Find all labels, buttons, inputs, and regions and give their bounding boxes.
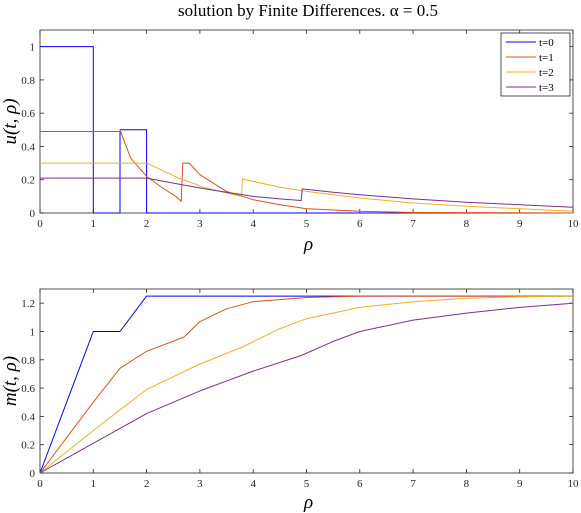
top-panel-u: 0 1 2 3 4 5 6 7 8 9 10 0 0.2 0.4 0.6 0.8 1 ρ u(t, ρ) t=0 t=1… (0, 29, 580, 255)
y-tick-label: 0.4 (21, 411, 35, 423)
x-tick-label: 9 (517, 478, 523, 490)
y-tick-label: 0 (30, 208, 36, 220)
x-tick-label: 3 (197, 218, 203, 230)
bottom-panel-m: 0 1 2 3 4 5 6 7 8 9 10 0 0.2 0.4 0.6 0.8 1 1.2 ρ m(t, ρ) (0, 288, 580, 513)
series-line-t-1 (39, 295, 573, 474)
y-axis-label: m(t, ρ) (0, 356, 21, 406)
y-tick-label: 0.6 (21, 108, 35, 120)
x-tick-label: 8 (464, 478, 470, 490)
series-line-t-2 (39, 295, 574, 474)
axes-box (39, 288, 574, 474)
x-tick-label: 0 (37, 218, 43, 230)
legend-label: t=3 (539, 82, 554, 94)
series-line-t-0 (40, 46, 573, 214)
legend-box (500, 32, 571, 97)
x-tick-label: 5 (304, 478, 310, 490)
x-tick-label: 1 (91, 478, 97, 490)
x-tick-label: 5 (304, 218, 310, 230)
series-line-t-3 (39, 302, 574, 474)
series-line-t-2 (40, 162, 574, 212)
legend-label: t=1 (539, 52, 554, 64)
legend-label: t=0 (539, 37, 554, 49)
series-line-t-0 (39, 295, 573, 474)
x-tick-label: 6 (357, 218, 363, 230)
x-axis-label: ρ (303, 234, 313, 255)
x-tick-label: 0 (37, 478, 43, 490)
y-tick-label: 0.8 (21, 355, 35, 367)
y-tick-label: 0.6 (21, 383, 35, 395)
x-tick-label: 6 (357, 478, 363, 490)
x-tick-label: 7 (410, 218, 416, 230)
x-tick-label: 4 (250, 218, 256, 230)
x-tick-label: 7 (410, 478, 416, 490)
series-line-t-1 (40, 129, 574, 214)
x-tick-label: 9 (517, 218, 523, 230)
x-tick-label: 8 (464, 218, 470, 230)
y-tick-label: 0.2 (21, 440, 35, 452)
x-tick-label: 2 (144, 478, 150, 490)
axes-box (39, 29, 574, 214)
y-tick-label: 0 (30, 468, 36, 480)
x-tick-label: 3 (197, 478, 203, 490)
y-tick-label: 1 (30, 326, 36, 338)
x-tick-label: 4 (250, 478, 256, 490)
x-tick-label: 10 (568, 218, 580, 230)
x-axis-label: ρ (303, 492, 313, 513)
figure-title: solution by Finite Differences. α = 0.5 (178, 1, 438, 20)
y-axis-label: u(t, ρ) (0, 98, 21, 144)
x-tick-label: 10 (568, 478, 580, 490)
x-tick-label: 2 (144, 218, 150, 230)
y-tick-label: 0.4 (21, 141, 35, 153)
y-tick-label: 1.2 (21, 298, 35, 310)
y-tick-label: 0.8 (21, 75, 35, 87)
x-tick-label: 1 (91, 218, 97, 230)
series-line-t-3 (40, 177, 574, 208)
legend-label: t=2 (539, 67, 554, 79)
y-tick-label: 1 (30, 42, 36, 54)
y-tick-label: 0.2 (21, 175, 35, 187)
